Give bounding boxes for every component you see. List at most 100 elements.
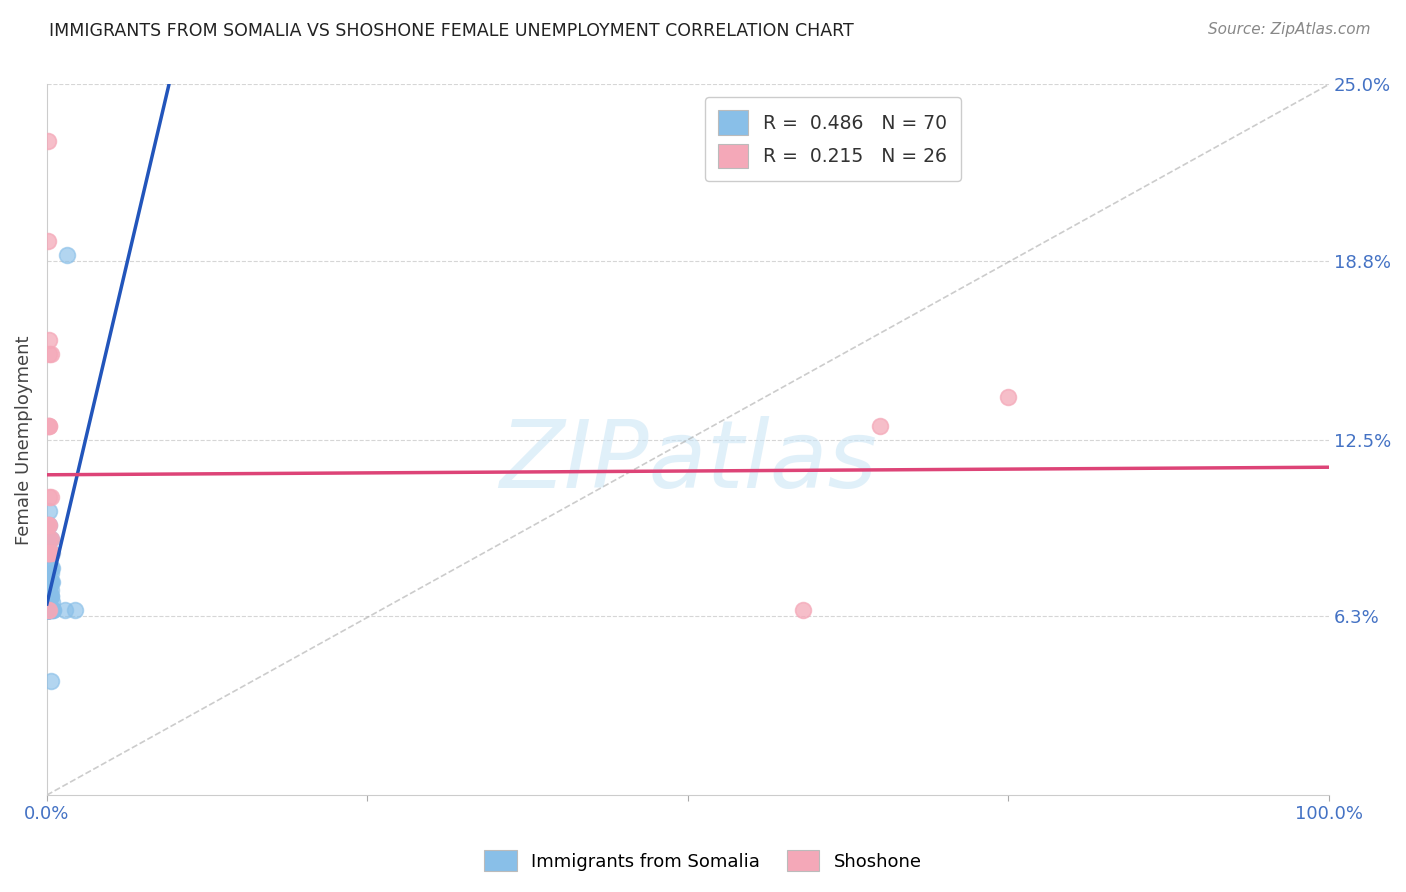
Point [37, 603, 59, 617]
Point [42, 603, 65, 617]
Point [37, 603, 59, 617]
Point [38, 518, 60, 533]
Point [37, 589, 59, 603]
Point [39, 566, 62, 581]
Point [37, 603, 59, 617]
Point [38, 595, 60, 609]
Point [39, 533, 62, 547]
Point [37, 595, 59, 609]
Point [39, 674, 62, 689]
Point [869, 418, 891, 433]
Point [37, 546, 59, 560]
Point [37, 603, 59, 617]
Point [38, 518, 60, 533]
Point [39, 560, 62, 574]
Point [38, 490, 60, 504]
Point [38, 595, 60, 609]
Point [38, 574, 60, 589]
Point [37, 518, 59, 533]
Text: Source: ZipAtlas.com: Source: ZipAtlas.com [1208, 22, 1371, 37]
Point [37, 518, 59, 533]
Point [42, 603, 65, 617]
Text: IMMIGRANTS FROM SOMALIA VS SHOSHONE FEMALE UNEMPLOYMENT CORRELATION CHART: IMMIGRANTS FROM SOMALIA VS SHOSHONE FEMA… [49, 22, 853, 40]
Point [37, 603, 59, 617]
Point [38, 560, 60, 574]
Point [39, 574, 62, 589]
Point [38, 574, 60, 589]
Point [37, 546, 59, 560]
Point [37, 589, 59, 603]
Point [39, 589, 62, 603]
Point [38, 589, 60, 603]
Point [38, 603, 60, 617]
Point [63, 603, 86, 617]
Legend: Immigrants from Somalia, Shoshone: Immigrants from Somalia, Shoshone [477, 843, 929, 879]
Point [39, 603, 62, 617]
Point [38, 595, 60, 609]
Point [37, 603, 59, 617]
Point [39, 546, 62, 560]
Point [38, 589, 60, 603]
Point [39, 583, 62, 598]
Point [38, 418, 60, 433]
Point [37, 595, 59, 609]
Point [39, 533, 62, 547]
Point [37, 574, 59, 589]
Point [37, 603, 59, 617]
Point [53, 603, 76, 617]
Point [38, 533, 60, 547]
Point [37, 234, 59, 248]
Point [38, 589, 60, 603]
Point [37, 546, 59, 560]
Point [38, 504, 60, 518]
Point [56, 248, 79, 262]
Point [39, 603, 62, 617]
Point [39, 546, 62, 560]
Point [41, 595, 63, 609]
Point [38, 603, 60, 617]
Point [38, 546, 60, 560]
Point [38, 418, 60, 433]
Point [37, 574, 59, 589]
Y-axis label: Female Unemployment: Female Unemployment [15, 335, 32, 544]
Point [37, 603, 59, 617]
Point [39, 490, 62, 504]
Text: ZIPatlas: ZIPatlas [499, 416, 877, 507]
Point [41, 546, 63, 560]
Point [997, 390, 1019, 404]
Point [38, 603, 60, 617]
Point [37, 546, 59, 560]
Point [38, 603, 60, 617]
Point [37, 603, 59, 617]
Point [39, 347, 62, 361]
Point [37, 134, 59, 148]
Legend: R =  0.486   N = 70, R =  0.215   N = 26: R = 0.486 N = 70, R = 0.215 N = 26 [706, 97, 960, 181]
Point [792, 603, 814, 617]
Point [37, 603, 59, 617]
Point [39, 574, 62, 589]
Point [38, 333, 60, 347]
Point [37, 603, 59, 617]
Point [37, 583, 59, 598]
Point [37, 603, 59, 617]
Point [37, 603, 59, 617]
Point [37, 546, 59, 560]
Point [38, 533, 60, 547]
Point [37, 418, 59, 433]
Point [39, 589, 62, 603]
Point [37, 603, 59, 617]
Point [37, 595, 59, 609]
Point [41, 560, 63, 574]
Point [38, 347, 60, 361]
Point [38, 583, 60, 598]
Point [37, 595, 59, 609]
Point [38, 583, 60, 598]
Point [37, 603, 59, 617]
Point [37, 603, 59, 617]
Point [37, 589, 59, 603]
Point [38, 589, 60, 603]
Point [38, 589, 60, 603]
Point [41, 574, 63, 589]
Point [37, 603, 59, 617]
Point [37, 603, 59, 617]
